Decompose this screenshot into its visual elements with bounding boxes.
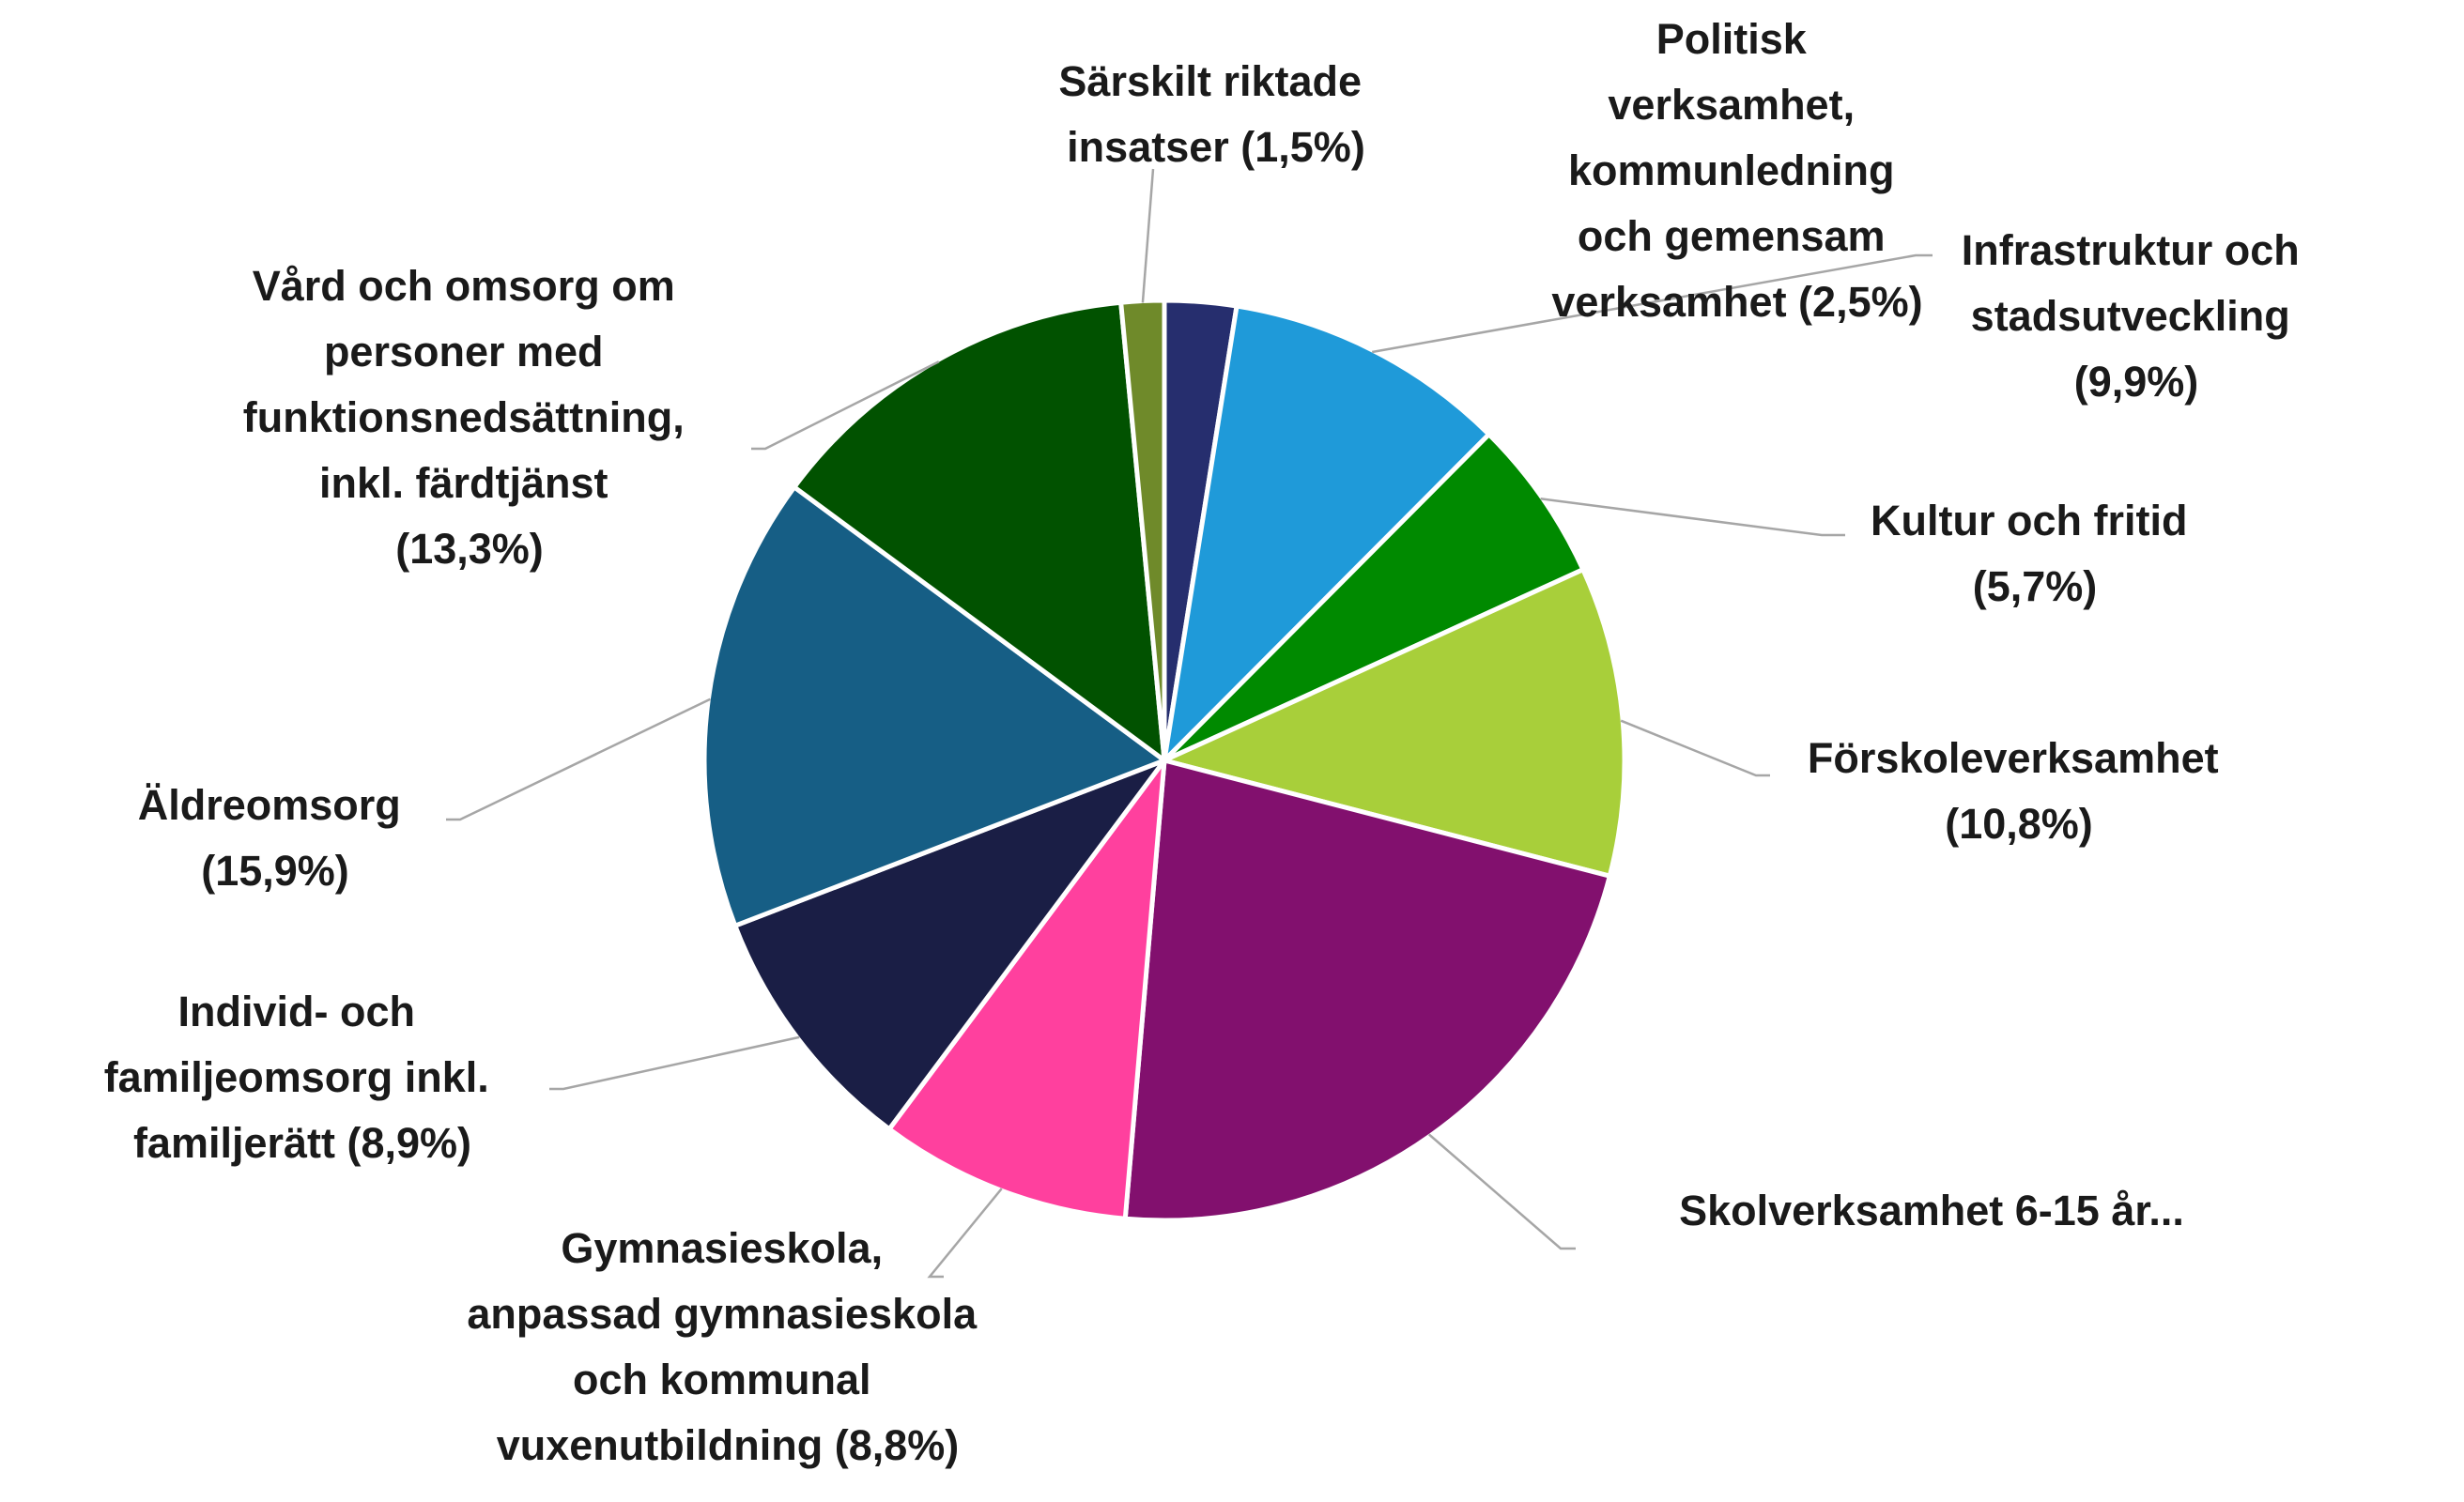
- label-forskole: Förskoleverksamhet (10,8%): [1808, 734, 2230, 848]
- label-sarskilt: Särskilt riktade insatser (1,5%): [1058, 57, 1373, 171]
- label-infrastruktur: Infrastruktur och stadsutveckling (9,9%): [1962, 226, 2312, 406]
- leader-line-5: [927, 1188, 1003, 1279]
- leader-line-2: [1540, 498, 1845, 537]
- label-skol: Skolverksamhet 6-15 år...: [1679, 1187, 2184, 1234]
- leader-lines: [446, 168, 1933, 1279]
- leader-line-1: [1371, 253, 1933, 354]
- leader-line-3: [1620, 719, 1770, 777]
- leader-line-4: [1427, 1133, 1576, 1250]
- pie-slices: [701, 298, 1627, 1223]
- pie-slice-2: [1162, 432, 1586, 763]
- label-aldre: Äldreomsorg (15,9%): [138, 781, 413, 895]
- label-gymnasie: Gymnasieskola, anpassad gymnasieskola oc…: [467, 1224, 988, 1469]
- label-politisk: Politisk verksamhet, kommunledning och g…: [1551, 15, 1922, 326]
- leader-line-7: [446, 697, 711, 821]
- label-kultur: Kultur och fritid (5,7%): [1871, 497, 2199, 610]
- leader-line-6: [549, 1035, 800, 1091]
- label-individ: Individ- och familjeomsorg inkl. familje…: [104, 988, 501, 1167]
- label-vard: Vård och omsorg om personer med funktion…: [243, 262, 697, 573]
- leader-line-9: [1141, 168, 1155, 303]
- pie-slice-8: [792, 299, 1167, 763]
- leader-line-8: [751, 360, 940, 451]
- pie-slice-1: [1162, 303, 1492, 763]
